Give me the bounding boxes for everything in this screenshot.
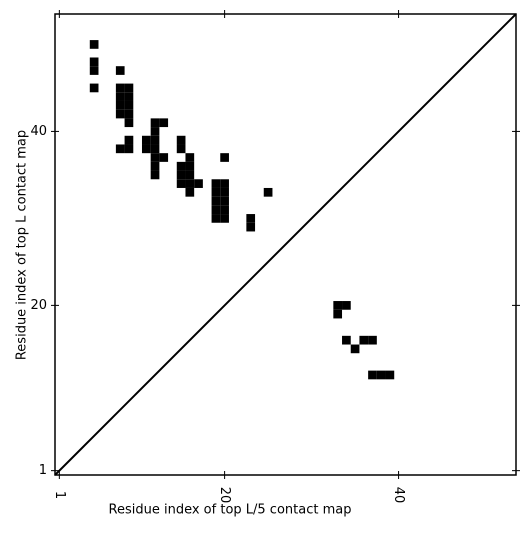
contact-cell <box>350 344 360 354</box>
contact-cell <box>124 144 134 154</box>
contact-cell <box>150 153 160 162</box>
contact-cell <box>246 222 256 232</box>
contact-cell <box>115 144 125 154</box>
diagonal <box>54 13 517 476</box>
y-tick-label: 40 <box>30 124 47 139</box>
y-axis-label: Residue index of top L contact map <box>15 130 30 360</box>
contact-cell <box>385 370 395 380</box>
x-tick-label: 1 <box>52 491 67 499</box>
contact-cell <box>176 135 186 145</box>
contact-cell <box>185 170 195 180</box>
contact-cell <box>124 109 134 119</box>
contact-cell <box>150 127 160 136</box>
contact-cell <box>89 40 99 49</box>
contact-cell <box>150 144 160 154</box>
contact-cell <box>89 66 99 75</box>
contact-cell <box>124 83 134 93</box>
contact-cell <box>150 161 160 171</box>
contact-cell <box>150 118 160 128</box>
contact-cell <box>220 205 229 215</box>
contact-cell <box>211 196 221 206</box>
y-tick-label: 1 <box>39 463 47 478</box>
contact-cell <box>124 92 134 101</box>
contact-cell <box>211 214 221 223</box>
contact-cell <box>220 153 229 162</box>
contact-cell <box>150 170 160 180</box>
contact-cell <box>115 109 125 119</box>
contact-cell <box>89 57 99 67</box>
y-tick-label: 20 <box>30 298 47 313</box>
contact-cell <box>176 144 186 154</box>
plot-frame <box>54 13 517 476</box>
contact-cell <box>342 335 351 345</box>
contact-cell <box>115 66 125 75</box>
contact-cell <box>211 179 221 188</box>
contact-cell <box>115 92 125 101</box>
contact-cell <box>342 301 351 310</box>
x-axis-label: Residue index of top L/5 contact map <box>109 503 352 518</box>
contact-cell <box>115 83 125 93</box>
contact-cell <box>185 187 195 197</box>
contact-cell <box>211 187 221 197</box>
contact-cell <box>333 309 343 319</box>
contact-cell <box>159 118 169 128</box>
x-tick-label: 40 <box>391 487 406 504</box>
contact-cell <box>359 335 369 345</box>
contact-cell <box>185 161 195 171</box>
contact-cell <box>220 214 229 223</box>
contact-cell <box>115 100 125 110</box>
contact-cell <box>220 187 229 197</box>
contact-cell <box>89 83 99 93</box>
contact-cell <box>211 205 221 215</box>
contact-cell <box>220 196 229 206</box>
contact-cell <box>246 214 256 223</box>
contact-cell <box>176 170 186 180</box>
contact-cell <box>220 179 229 188</box>
contact-cell <box>124 118 134 128</box>
contact-cell <box>263 187 273 197</box>
contact-cell <box>376 370 386 380</box>
contact-cell <box>159 153 169 162</box>
x-tick-label: 20 <box>217 487 232 504</box>
contact-cell <box>194 179 203 188</box>
contact-cell <box>124 100 134 110</box>
contact-cell <box>185 179 195 188</box>
contact-cell <box>150 135 160 145</box>
contact-cell <box>368 370 377 380</box>
contact-cell <box>176 161 186 171</box>
contact-cell <box>368 335 377 345</box>
contact-cell <box>124 135 134 145</box>
contact-cell <box>141 135 151 145</box>
contact-cell <box>185 153 195 162</box>
contact-cell <box>176 179 186 188</box>
contact-cell <box>141 144 151 154</box>
contact-cell <box>333 301 343 310</box>
